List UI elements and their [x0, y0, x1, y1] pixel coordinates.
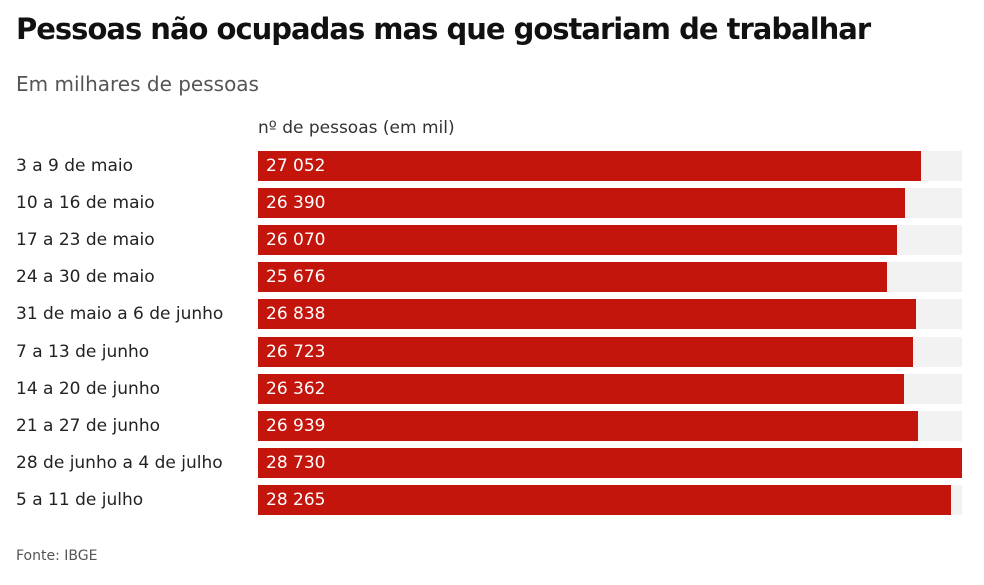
bar-track: 26 390 [258, 188, 962, 218]
chart-subtitle: Em milhares de pessoas [16, 72, 259, 96]
bar-track: 28 730 [258, 448, 962, 478]
bar: 26 723 [258, 337, 913, 367]
bar-track: 26 070 [258, 225, 962, 255]
bar: 25 676 [258, 262, 887, 292]
category-label: 28 de junho a 4 de julho [16, 453, 223, 473]
bar-value-label: 27 052 [266, 156, 326, 176]
category-label: 14 a 20 de junho [16, 379, 160, 399]
bar-value-label: 26 070 [266, 230, 326, 250]
bar-value-label: 26 362 [266, 379, 326, 399]
bar-value-label: 26 838 [266, 304, 326, 324]
bar-value-label: 28 730 [266, 453, 326, 473]
bar-value-label: 26 939 [266, 416, 326, 436]
bar-value-label: 25 676 [266, 267, 326, 287]
category-label: 24 a 30 de maio [16, 267, 155, 287]
category-label: 10 a 16 de maio [16, 193, 155, 213]
bar-track: 25 676 [258, 262, 962, 292]
bar: 26 070 [258, 225, 897, 255]
bar: 26 939 [258, 411, 918, 441]
category-label: 17 a 23 de maio [16, 230, 155, 250]
category-label: 7 a 13 de junho [16, 342, 150, 362]
bar-track: 27 052 [258, 151, 962, 181]
category-label: 31 de maio a 6 de junho [16, 304, 224, 324]
bar: 27 052 [258, 151, 921, 181]
bar-track: 26 723 [258, 337, 962, 367]
chart-title: Pessoas não ocupadas mas que gostariam d… [16, 12, 871, 46]
category-label: 5 a 11 de julho [16, 490, 144, 510]
bar: 26 838 [258, 299, 916, 329]
column-header: nº de pessoas (em mil) [258, 118, 455, 138]
bar-track: 26 362 [258, 374, 962, 404]
bar: 26 390 [258, 188, 905, 218]
bar: 28 730 [258, 448, 962, 478]
category-label: 21 a 27 de junho [16, 416, 160, 436]
bar-track: 26 939 [258, 411, 962, 441]
category-label: 3 a 9 de maio [16, 156, 134, 176]
bar-value-label: 26 723 [266, 342, 326, 362]
bar: 26 362 [258, 374, 904, 404]
bar-track: 26 838 [258, 299, 962, 329]
bar-value-label: 28 265 [266, 490, 326, 510]
source-note: Fonte: IBGE [16, 548, 98, 564]
bar-value-label: 26 390 [266, 193, 326, 213]
bar-track: 28 265 [258, 485, 962, 515]
bar: 28 265 [258, 485, 951, 515]
